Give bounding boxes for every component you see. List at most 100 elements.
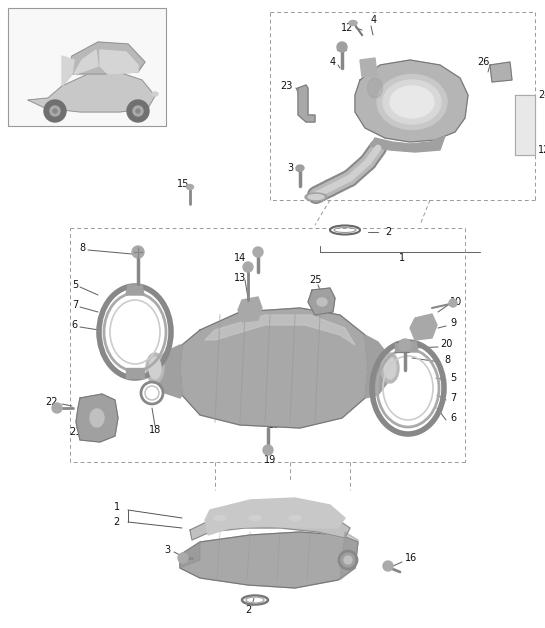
Polygon shape xyxy=(180,542,200,568)
Circle shape xyxy=(133,106,143,116)
Text: 22: 22 xyxy=(45,397,58,407)
Polygon shape xyxy=(205,315,355,345)
Text: 2: 2 xyxy=(245,605,251,615)
Polygon shape xyxy=(180,308,368,428)
Text: 15: 15 xyxy=(177,179,189,189)
Text: 21: 21 xyxy=(69,427,81,437)
Polygon shape xyxy=(155,345,182,398)
Ellipse shape xyxy=(214,516,226,521)
Ellipse shape xyxy=(383,80,441,124)
Polygon shape xyxy=(365,335,390,398)
Text: 4: 4 xyxy=(371,15,377,25)
Text: 1: 1 xyxy=(399,253,405,263)
Text: 5: 5 xyxy=(450,373,456,383)
Bar xyxy=(395,342,409,352)
Polygon shape xyxy=(355,60,468,142)
FancyBboxPatch shape xyxy=(8,8,166,126)
Circle shape xyxy=(253,247,263,257)
Text: 12: 12 xyxy=(341,23,353,33)
Polygon shape xyxy=(398,342,418,352)
Text: 24: 24 xyxy=(538,90,545,100)
Ellipse shape xyxy=(210,514,230,522)
Text: 7: 7 xyxy=(72,300,78,310)
Text: 1: 1 xyxy=(114,502,120,512)
Ellipse shape xyxy=(186,185,193,190)
Ellipse shape xyxy=(349,21,357,26)
Polygon shape xyxy=(190,512,350,540)
Polygon shape xyxy=(126,285,144,295)
Circle shape xyxy=(178,553,188,563)
Circle shape xyxy=(383,561,393,571)
Text: 3: 3 xyxy=(164,545,170,555)
Polygon shape xyxy=(298,85,315,122)
Polygon shape xyxy=(308,288,335,315)
Text: 7: 7 xyxy=(450,393,456,403)
Polygon shape xyxy=(180,532,358,588)
Ellipse shape xyxy=(377,75,447,129)
Text: 26: 26 xyxy=(477,57,490,67)
Polygon shape xyxy=(238,297,262,322)
Polygon shape xyxy=(126,368,144,378)
Circle shape xyxy=(44,100,66,122)
Ellipse shape xyxy=(381,353,399,383)
Text: 17: 17 xyxy=(242,385,254,395)
Text: 23: 23 xyxy=(281,81,293,91)
Circle shape xyxy=(243,262,253,272)
Circle shape xyxy=(449,299,457,307)
Ellipse shape xyxy=(149,357,161,379)
Circle shape xyxy=(132,246,144,258)
Ellipse shape xyxy=(90,409,104,427)
Circle shape xyxy=(53,109,57,113)
Text: 2: 2 xyxy=(385,227,391,237)
Polygon shape xyxy=(62,42,145,86)
Text: 25: 25 xyxy=(309,275,321,285)
Text: 13: 13 xyxy=(234,273,246,283)
Circle shape xyxy=(344,556,352,564)
Ellipse shape xyxy=(296,165,304,171)
Polygon shape xyxy=(490,62,512,82)
Text: 6: 6 xyxy=(450,413,456,423)
Polygon shape xyxy=(515,95,535,155)
Circle shape xyxy=(52,403,62,413)
Ellipse shape xyxy=(308,195,324,200)
Circle shape xyxy=(337,42,347,52)
Circle shape xyxy=(136,109,140,113)
Text: 20: 20 xyxy=(440,339,452,349)
Ellipse shape xyxy=(317,298,327,306)
Text: 8: 8 xyxy=(444,355,450,365)
Polygon shape xyxy=(205,498,345,535)
Ellipse shape xyxy=(384,357,396,379)
Ellipse shape xyxy=(249,516,261,521)
Text: 19: 19 xyxy=(268,420,280,430)
Text: 11: 11 xyxy=(342,542,354,552)
Polygon shape xyxy=(360,58,377,77)
Polygon shape xyxy=(340,532,358,580)
Text: 19: 19 xyxy=(264,455,276,465)
Text: 2: 2 xyxy=(114,517,120,527)
Text: 3: 3 xyxy=(287,163,293,173)
Ellipse shape xyxy=(146,353,164,383)
Text: 6: 6 xyxy=(72,320,78,330)
Polygon shape xyxy=(28,72,155,112)
Polygon shape xyxy=(410,314,437,340)
Ellipse shape xyxy=(245,514,265,522)
Text: 16: 16 xyxy=(405,553,417,563)
Polygon shape xyxy=(370,136,445,152)
Polygon shape xyxy=(76,394,118,442)
Text: 10: 10 xyxy=(450,297,462,307)
Polygon shape xyxy=(74,50,98,74)
Text: 14: 14 xyxy=(234,253,246,263)
Ellipse shape xyxy=(285,514,305,522)
Ellipse shape xyxy=(152,92,158,96)
Ellipse shape xyxy=(367,78,383,98)
Text: 12: 12 xyxy=(538,145,545,155)
Ellipse shape xyxy=(390,86,434,118)
Polygon shape xyxy=(100,50,138,74)
Text: 18: 18 xyxy=(149,425,161,435)
Polygon shape xyxy=(62,56,74,86)
Text: 4: 4 xyxy=(330,57,336,67)
Text: 9: 9 xyxy=(450,318,456,328)
Circle shape xyxy=(50,106,60,116)
Ellipse shape xyxy=(289,516,301,521)
Circle shape xyxy=(263,445,273,455)
